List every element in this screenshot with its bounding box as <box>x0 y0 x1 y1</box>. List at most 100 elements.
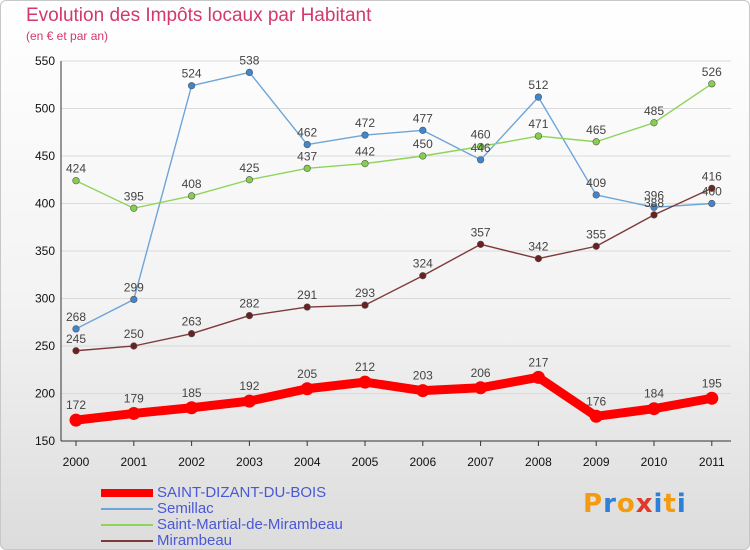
series-point <box>300 382 314 396</box>
series-point <box>419 152 427 160</box>
y-tick-label: 500 <box>35 102 55 116</box>
y-tick-label: 150 <box>35 434 55 448</box>
series-point <box>185 401 199 415</box>
x-tick-label: 2001 <box>120 455 147 469</box>
x-tick-label: 2008 <box>525 455 552 469</box>
data-label: 424 <box>66 162 86 176</box>
series-point <box>592 138 600 146</box>
data-label: 408 <box>182 177 202 191</box>
data-label: 472 <box>355 116 375 130</box>
data-label: 477 <box>413 111 433 125</box>
data-label: 324 <box>413 257 433 271</box>
logo-letter: o <box>616 489 636 519</box>
series-point <box>303 303 311 311</box>
logo-letter: x <box>635 489 654 519</box>
series-point <box>245 68 253 76</box>
x-tick-label: 2000 <box>63 455 90 469</box>
series-point <box>416 384 430 398</box>
series-point <box>361 131 369 139</box>
data-label: 524 <box>182 67 202 81</box>
series-point <box>708 80 716 88</box>
x-tick-label: 2003 <box>236 455 263 469</box>
data-label: 465 <box>586 123 606 137</box>
data-label: 299 <box>124 280 144 294</box>
data-label: 400 <box>702 185 722 199</box>
data-label: 176 <box>586 394 606 408</box>
series-point <box>358 375 372 389</box>
series-point <box>130 295 138 304</box>
logo-letter: P <box>583 489 604 519</box>
data-label: 460 <box>471 128 491 142</box>
data-label: 250 <box>124 327 144 341</box>
data-label: 206 <box>471 366 491 380</box>
series-point <box>650 119 658 127</box>
series-point <box>474 381 488 395</box>
y-tick-label: 400 <box>35 197 55 211</box>
data-label: 442 <box>355 145 375 159</box>
y-tick-label: 200 <box>35 387 55 401</box>
y-tick-label: 350 <box>35 244 55 258</box>
legend-swatch <box>101 508 153 510</box>
series-point <box>188 192 196 200</box>
logo-letter: i <box>653 489 664 519</box>
y-tick-label: 300 <box>35 292 55 306</box>
x-tick-label: 2011 <box>699 455 725 469</box>
data-label: 184 <box>644 387 664 401</box>
series-point <box>361 301 369 309</box>
series-point <box>650 203 658 211</box>
series-point <box>477 156 485 164</box>
data-label: 293 <box>355 286 375 300</box>
data-label: 291 <box>297 288 317 302</box>
y-tick-label: 450 <box>35 149 55 163</box>
data-label: 203 <box>413 369 433 383</box>
series-point <box>72 177 80 185</box>
data-label: 245 <box>66 332 86 346</box>
data-label: 192 <box>239 379 259 393</box>
x-tick-label: 2010 <box>641 455 668 469</box>
legend-label: Semillac <box>157 500 214 517</box>
proxiti-logo: Proxiti <box>583 489 687 519</box>
data-label: 485 <box>644 104 664 118</box>
series-point <box>188 82 196 90</box>
data-label: 195 <box>702 376 722 390</box>
data-label: 538 <box>239 53 259 67</box>
series-point <box>650 211 658 219</box>
x-tick-label: 2004 <box>294 455 321 469</box>
logo-letter: t <box>663 489 677 519</box>
data-label: 217 <box>528 355 548 369</box>
series-line <box>75 83 713 209</box>
series-point <box>589 409 603 423</box>
series-point <box>419 272 427 280</box>
data-label: 342 <box>528 240 548 254</box>
series-point <box>592 191 600 199</box>
series-point <box>245 312 253 320</box>
data-label: 425 <box>239 161 259 175</box>
series-point <box>534 93 543 101</box>
series-point <box>531 370 545 384</box>
data-label: 388 <box>644 196 664 210</box>
logo-letter: i <box>676 489 687 519</box>
legend-label: Saint-Martial-de-Mirambeau <box>157 516 343 533</box>
series-point <box>477 240 485 248</box>
series-point <box>534 132 543 140</box>
series-point <box>130 204 138 212</box>
logo-letter: r <box>603 489 617 519</box>
x-tick-label: 2006 <box>409 455 436 469</box>
series-point <box>419 126 427 134</box>
data-label: 450 <box>413 137 433 151</box>
series-line <box>75 187 713 352</box>
data-label: 396 <box>644 188 664 202</box>
series-point <box>647 402 661 416</box>
data-label: 355 <box>586 227 606 241</box>
data-label: 409 <box>586 176 606 190</box>
series-point <box>188 330 196 338</box>
data-label: 437 <box>297 149 317 163</box>
data-label: 357 <box>471 225 491 239</box>
data-label: 462 <box>297 126 317 140</box>
data-label: 212 <box>355 360 375 374</box>
legend-swatch <box>101 489 153 497</box>
series-point <box>361 160 369 168</box>
data-label: 268 <box>66 310 86 324</box>
